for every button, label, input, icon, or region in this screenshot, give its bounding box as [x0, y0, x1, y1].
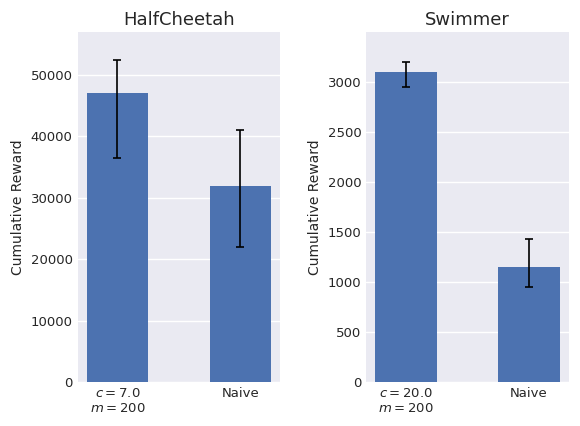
Bar: [209, 186, 271, 382]
Bar: [87, 93, 148, 382]
Bar: [498, 267, 560, 382]
Y-axis label: Cumulative Reward: Cumulative Reward: [11, 139, 25, 275]
Y-axis label: Cumulative Reward: Cumulative Reward: [308, 139, 322, 275]
Title: Swimmer: Swimmer: [425, 11, 510, 29]
Title: HalfCheetah: HalfCheetah: [123, 11, 235, 29]
Bar: [375, 72, 437, 382]
